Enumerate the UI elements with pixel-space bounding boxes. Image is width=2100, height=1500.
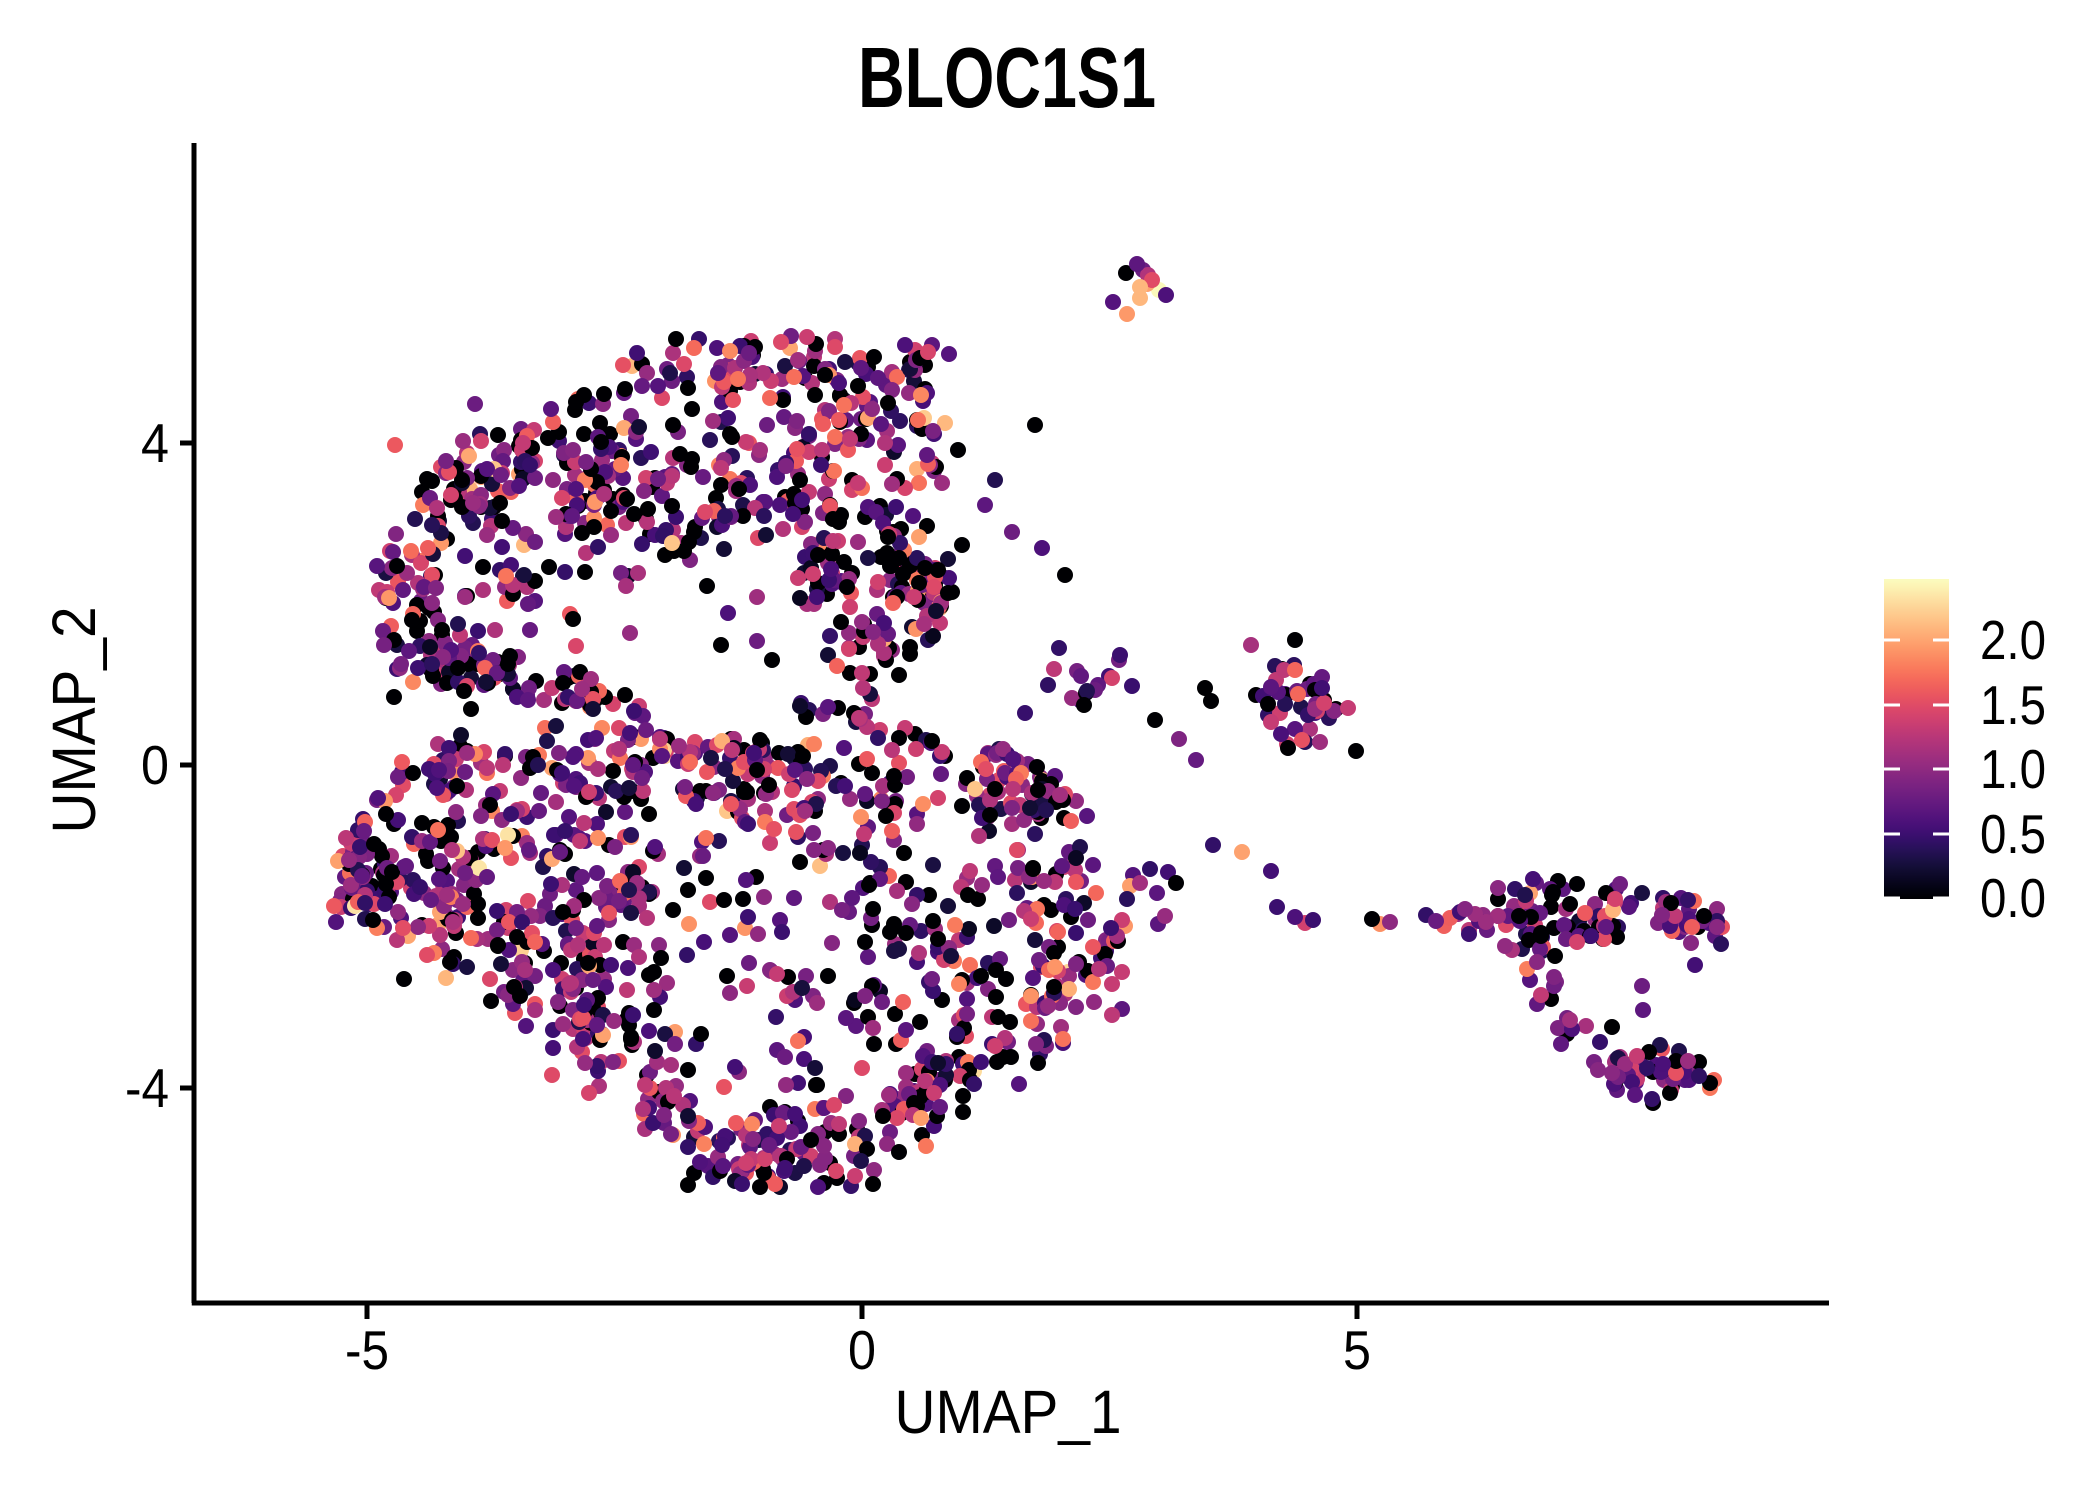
svg-text:BLOC1S1: BLOC1S1 (858, 31, 1156, 126)
svg-text:-5: -5 (345, 1319, 389, 1381)
svg-text:UMAP_2: UMAP_2 (40, 607, 108, 834)
svg-text:0.0: 0.0 (1980, 867, 2046, 929)
svg-text:0: 0 (141, 734, 169, 796)
svg-text:1.0: 1.0 (1980, 738, 2046, 800)
svg-text:5: 5 (1343, 1319, 1371, 1381)
svg-text:1.5: 1.5 (1980, 674, 2046, 736)
svg-text:0: 0 (848, 1319, 876, 1381)
svg-text:2.0: 2.0 (1980, 609, 2046, 671)
svg-text:-4: -4 (125, 1057, 169, 1119)
svg-text:UMAP_1: UMAP_1 (895, 1378, 1122, 1446)
svg-text:4: 4 (141, 412, 169, 474)
svg-text:0.5: 0.5 (1980, 803, 2046, 865)
